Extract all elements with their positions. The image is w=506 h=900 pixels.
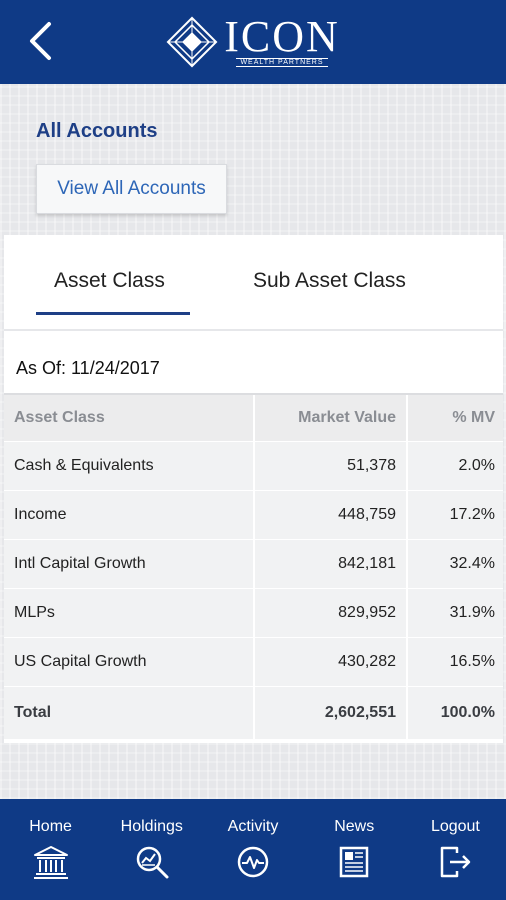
total-percent-mv: 100.0% xyxy=(440,704,495,721)
active-tab-indicator xyxy=(36,312,190,315)
view-all-accounts-button[interactable]: View All Accounts xyxy=(36,164,227,214)
table-header: Asset Class Market Value % MV xyxy=(4,393,503,442)
percent-mv-cell: 16.5% xyxy=(449,653,495,670)
column-header-asset-class[interactable]: Asset Class xyxy=(4,395,255,441)
back-button[interactable] xyxy=(20,18,60,64)
market-value-cell: 448,759 xyxy=(255,491,408,539)
tab-asset-class[interactable]: Asset Class xyxy=(54,269,165,292)
asset-class-cell: Cash & Equivalents xyxy=(4,442,255,490)
total-label: Total xyxy=(4,687,255,739)
percent-mv-cell: 31.9% xyxy=(449,604,495,621)
percent-mv-cell: 2.0% xyxy=(458,457,495,474)
column-header-percent-mv[interactable]: % MV xyxy=(452,409,495,426)
column-header-market-value[interactable]: Market Value xyxy=(255,395,408,441)
chevron-left-icon xyxy=(30,22,51,60)
asset-class-cell: MLPs xyxy=(4,589,255,637)
logo-word: ICON xyxy=(224,12,340,61)
nav-news[interactable]: News xyxy=(304,799,405,900)
logout-icon xyxy=(441,846,471,878)
as-of-date: As Of: 11/24/2017 xyxy=(16,358,160,378)
nav-label: Activity xyxy=(227,818,279,835)
table-row[interactable]: Income 448,759 17.2% xyxy=(4,491,503,540)
bank-icon xyxy=(33,846,68,879)
table-row[interactable]: US Capital Growth 430,282 16.5% xyxy=(4,638,503,687)
logo-subtitle: WEALTH PARTNERS xyxy=(236,58,328,67)
market-value-cell: 829,952 xyxy=(255,589,408,637)
table-row[interactable]: Cash & Equivalents 51,378 2.0% xyxy=(4,442,503,491)
percent-mv-cell: 32.4% xyxy=(449,555,495,572)
total-market-value: 2,602,551 xyxy=(255,687,408,739)
tab-bar: Asset Class Sub Asset Class xyxy=(4,235,503,331)
asset-class-cell: US Capital Growth xyxy=(4,638,255,686)
market-value-cell: 51,378 xyxy=(255,442,408,490)
nav-activity[interactable]: Activity xyxy=(202,799,303,900)
nav-label: News xyxy=(334,818,375,835)
bottom-navigation: Home Holdings Activity xyxy=(0,799,506,900)
tab-sub-asset-class[interactable]: Sub Asset Class xyxy=(253,269,406,292)
pulse-icon xyxy=(237,846,269,878)
percent-mv-cell: 17.2% xyxy=(449,506,495,523)
asset-class-cell: Income xyxy=(4,491,255,539)
top-bar: ICON WEALTH PARTNERS xyxy=(0,0,506,84)
brand-logo: ICON WEALTH PARTNERS xyxy=(166,12,340,68)
market-value-cell: 842,181 xyxy=(255,540,408,588)
allocation-card: Asset Class Sub Asset Class As Of: 11/24… xyxy=(4,235,503,743)
nav-logout[interactable]: Logout xyxy=(405,799,506,900)
nav-holdings[interactable]: Holdings xyxy=(101,799,202,900)
nav-label: Holdings xyxy=(120,818,183,835)
accounts-title: All Accounts xyxy=(36,120,158,142)
nav-label: Home xyxy=(29,818,72,835)
table-total-row: Total 2,602,551 100.0% xyxy=(4,687,503,740)
magnifier-chart-icon xyxy=(136,846,169,879)
newspaper-icon xyxy=(339,846,369,878)
table-row[interactable]: Intl Capital Growth 842,181 32.4% xyxy=(4,540,503,589)
market-value-cell: 430,282 xyxy=(255,638,408,686)
table-row[interactable]: MLPs 829,952 31.9% xyxy=(4,589,503,638)
asset-class-table: Asset Class Market Value % MV Cash & Equ… xyxy=(4,393,503,740)
asset-class-cell: Intl Capital Growth xyxy=(4,540,255,588)
nav-home[interactable]: Home xyxy=(0,799,101,900)
diamond-logo-icon xyxy=(166,16,218,68)
nav-label: Logout xyxy=(430,818,480,835)
